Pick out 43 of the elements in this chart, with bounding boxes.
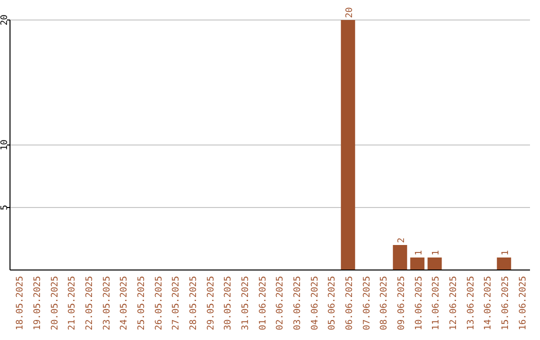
x-tick-label: 26.05.2025: [154, 276, 164, 330]
x-tick-label: 14.06.2025: [484, 276, 494, 330]
x-tick-label: 05.06.2025: [328, 276, 338, 330]
data-label: 1: [414, 250, 424, 256]
x-tick-label: 30.05.2025: [224, 276, 234, 330]
x-tick-label: 31.05.2025: [241, 276, 251, 330]
x-tick-label: 13.06.2025: [466, 276, 476, 330]
bar: [496, 258, 512, 270]
x-tick-label: 19.05.2025: [33, 276, 43, 330]
x-tick-label: 12.06.2025: [449, 276, 459, 330]
y-tick-label: 20: [0, 14, 10, 26]
x-tick-label: 04.06.2025: [310, 276, 320, 330]
y-tick-label: 5: [0, 204, 10, 210]
x-tick-label: 11.06.2025: [432, 276, 442, 330]
bar: [410, 258, 424, 270]
x-tick-label: 02.06.2025: [276, 276, 286, 330]
x-tick-label: 08.06.2025: [380, 276, 390, 330]
x-tick-label: 06.06.2025: [345, 276, 355, 330]
bar: [340, 20, 356, 270]
x-tick-label: 03.06.2025: [293, 276, 303, 330]
x-tick-label: 07.06.2025: [362, 276, 372, 330]
bar: [428, 258, 442, 270]
data-label: 1: [432, 250, 442, 256]
x-tick-label: 24.05.2025: [120, 276, 130, 330]
x-tick-label: 22.05.2025: [85, 276, 95, 330]
x-tick-label: 23.05.2025: [102, 276, 112, 330]
x-tick-label: 16.06.2025: [518, 276, 528, 330]
x-tick-label: 29.05.2025: [206, 276, 216, 330]
bar: [392, 245, 408, 270]
data-label: 2: [397, 238, 407, 243]
x-tick-label: 09.06.2025: [397, 276, 407, 330]
data-label: 1: [501, 250, 511, 256]
x-tick-label: 27.05.2025: [172, 276, 182, 330]
x-tick-label: 15.06.2025: [501, 276, 511, 330]
x-tick-label: 10.06.2025: [414, 276, 424, 330]
x-tick-label: 28.05.2025: [189, 276, 199, 330]
x-tick-label: 20.05.2025: [50, 276, 60, 330]
x-tick-label: 21.05.2025: [68, 276, 78, 330]
y-tick-label: 10: [0, 140, 10, 150]
x-tick-label: 18.05.2025: [16, 276, 26, 330]
x-tick-label: 01.06.2025: [258, 276, 268, 330]
x-tick-label: 25.05.2025: [137, 276, 147, 330]
data-label: 20: [345, 7, 355, 18]
